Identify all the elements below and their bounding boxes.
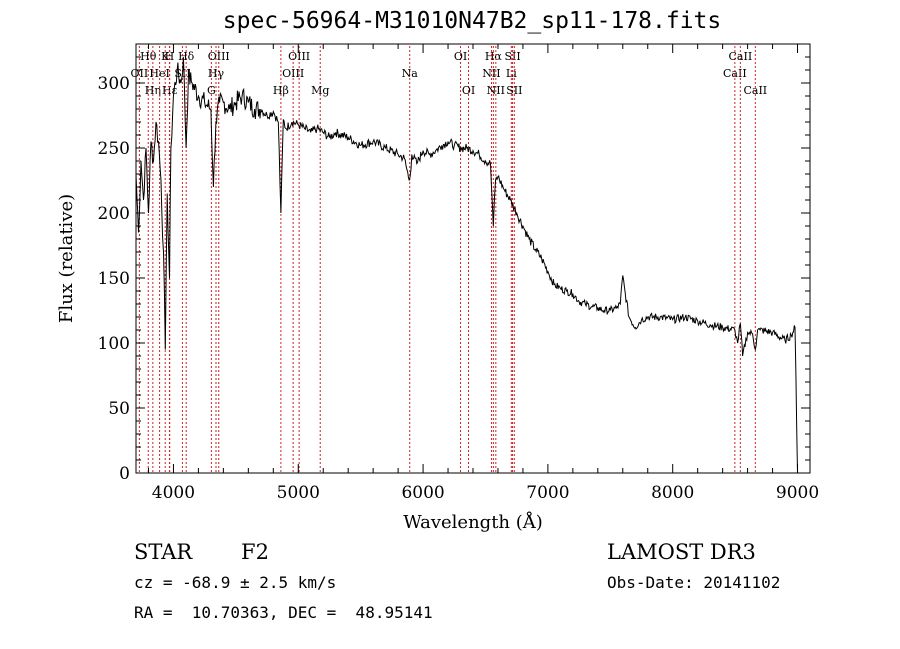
spectral-line-label: K xyxy=(161,50,170,63)
spectral-line-label: Hδ xyxy=(178,50,195,63)
spectral-line-label: NII xyxy=(487,84,505,97)
spectral-line-label: OI xyxy=(454,50,467,63)
spectral-line-label: Na xyxy=(402,67,419,80)
x-tick-label: 8000 xyxy=(651,483,694,503)
survey-name: LAMOST DR3 xyxy=(607,540,756,564)
y-tick-label: 100 xyxy=(98,334,130,354)
spectral-line-label: NII xyxy=(482,67,500,80)
redshift-velocity: cz = -68.9 ± 2.5 km/s xyxy=(134,573,337,592)
y-tick-label: 150 xyxy=(98,269,130,289)
spectral-line-label: HeI xyxy=(149,67,169,80)
spectral-line-label: Hβ xyxy=(273,84,289,97)
x-tick-label: 6000 xyxy=(401,483,444,503)
spectral-line-label: OII xyxy=(131,67,149,80)
spectral-line-label: SII xyxy=(504,50,520,63)
observation-date: Obs-Date: 20141102 xyxy=(607,573,781,592)
spectral-line-label: Li xyxy=(506,67,517,80)
spectrum-flux-line xyxy=(135,56,798,474)
x-axis-label: Wavelength (Å) xyxy=(403,511,543,533)
y-tick-label: 200 xyxy=(98,204,130,224)
spectral-line-label: H xyxy=(165,50,175,63)
coordinates: RA = 10.70363, DEC = 48.95141 xyxy=(134,603,433,622)
chart-title: spec-56964-M31010N47B2_sp11-178.fits xyxy=(222,8,722,34)
spectral-line-label: OIII xyxy=(282,67,304,80)
spectral-line-label: SII xyxy=(506,84,522,97)
axes-layer: 4000 5000 6000 7000 8000 9000 0 50 100 150 200 250 3… xyxy=(56,43,819,533)
spectral-line-label: Mg xyxy=(311,84,329,97)
spectral-line-label: OIII xyxy=(208,50,230,63)
spectral-line-label: CaII xyxy=(729,50,753,63)
y-tick-label: 300 xyxy=(98,74,130,94)
spectral-line-label: Hα xyxy=(485,50,503,63)
spectral-line-label: Hθ xyxy=(140,50,157,63)
spectral-line-label: OI xyxy=(462,84,475,97)
x-tick-label: 5000 xyxy=(277,483,320,503)
spectral-line-label: CaII xyxy=(743,84,767,97)
spectral-line-label: OIII xyxy=(288,50,310,63)
spectral-subclass: F2 xyxy=(241,540,269,564)
spectral-line-label: Hγ xyxy=(208,67,225,80)
y-axis-label: Flux (relative) xyxy=(56,194,77,323)
spectrum-layer xyxy=(135,56,798,474)
object-class: STAR xyxy=(134,540,193,564)
y-tick-label: 50 xyxy=(108,399,130,419)
x-tick-label: 9000 xyxy=(776,483,819,503)
x-tick-label: 4000 xyxy=(152,483,195,503)
y-tick-label: 250 xyxy=(98,139,130,159)
x-tick-label: 7000 xyxy=(526,483,569,503)
spectral-line-label: Hη xyxy=(145,84,161,97)
spectral-line-label: G xyxy=(207,84,216,97)
y-tick-label: 0 xyxy=(119,464,130,484)
spectral-line-label: CaII xyxy=(723,67,747,80)
